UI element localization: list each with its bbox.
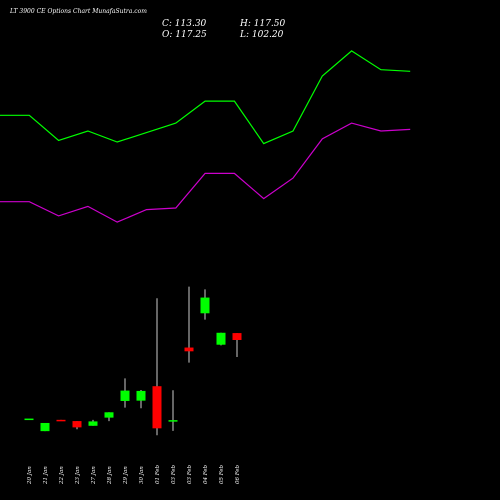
- x-tick-label: 20 Jan: [27, 466, 33, 485]
- ohlc-high: H: 117.50: [240, 19, 286, 29]
- candle-body: [72, 421, 82, 428]
- candle: [152, 298, 162, 436]
- x-tick-label: 23 Jan: [75, 466, 81, 485]
- candle-body: [184, 347, 194, 352]
- candle-body: [40, 422, 50, 432]
- x-tick-label: 06 Feb: [235, 464, 241, 484]
- x-tick-label: 03 Feb: [171, 464, 177, 484]
- candle-body: [56, 419, 66, 422]
- candle: [72, 421, 82, 430]
- x-tick-label: 30 Jan: [139, 466, 145, 484]
- x-tick-label: 04 Feb: [203, 464, 209, 484]
- x-tick-label: 27 Jan: [91, 466, 97, 485]
- candle: [216, 332, 226, 346]
- x-tick-label: 03 Feb: [187, 464, 193, 484]
- upper-indicator-line: [0, 50, 411, 145]
- x-tick-label: 21 Jan: [43, 466, 49, 485]
- candle: [88, 419, 98, 426]
- candle-body: [120, 390, 130, 401]
- candle: [200, 289, 210, 320]
- candlesticks: [24, 286, 242, 436]
- candle: [40, 422, 50, 432]
- candle-body: [216, 332, 226, 345]
- ohlc-low: L: 102.20: [240, 30, 284, 40]
- candle-body: [136, 390, 146, 401]
- candle-body: [168, 420, 178, 422]
- indicator-lines: [0, 50, 411, 223]
- candle: [24, 418, 34, 421]
- x-tick-label: 28 Jan: [107, 466, 113, 485]
- candle: [168, 390, 178, 431]
- candle-body: [24, 418, 34, 421]
- candle-body: [152, 386, 162, 429]
- candle: [120, 378, 130, 408]
- x-tick-label: 01 Feb: [155, 464, 161, 484]
- chart-title: LT 3900 CE Options Chart MunafaSutra.com: [10, 8, 147, 15]
- x-axis-labels: 20 Jan 21 Jan 22 Jan 23 Jan 27 Jan 28 Jan 29 J…: [27, 464, 241, 485]
- candle-body: [232, 333, 242, 340]
- lower-indicator-line: [0, 122, 411, 223]
- candle-body: [88, 421, 98, 426]
- candle-body: [200, 297, 210, 314]
- x-tick-label: 22 Jan: [59, 466, 65, 485]
- candle-body: [104, 412, 114, 418]
- x-tick-label: 29 Jan: [123, 466, 129, 485]
- candle: [232, 333, 242, 357]
- candle: [184, 286, 194, 363]
- ohlc-close: C: 113.30: [162, 19, 207, 29]
- candle: [136, 389, 146, 409]
- x-tick-label: 05 Feb: [219, 464, 225, 484]
- candle: [104, 412, 114, 422]
- ohlc-open: O: 117.25: [162, 30, 207, 40]
- candle: [56, 419, 66, 422]
